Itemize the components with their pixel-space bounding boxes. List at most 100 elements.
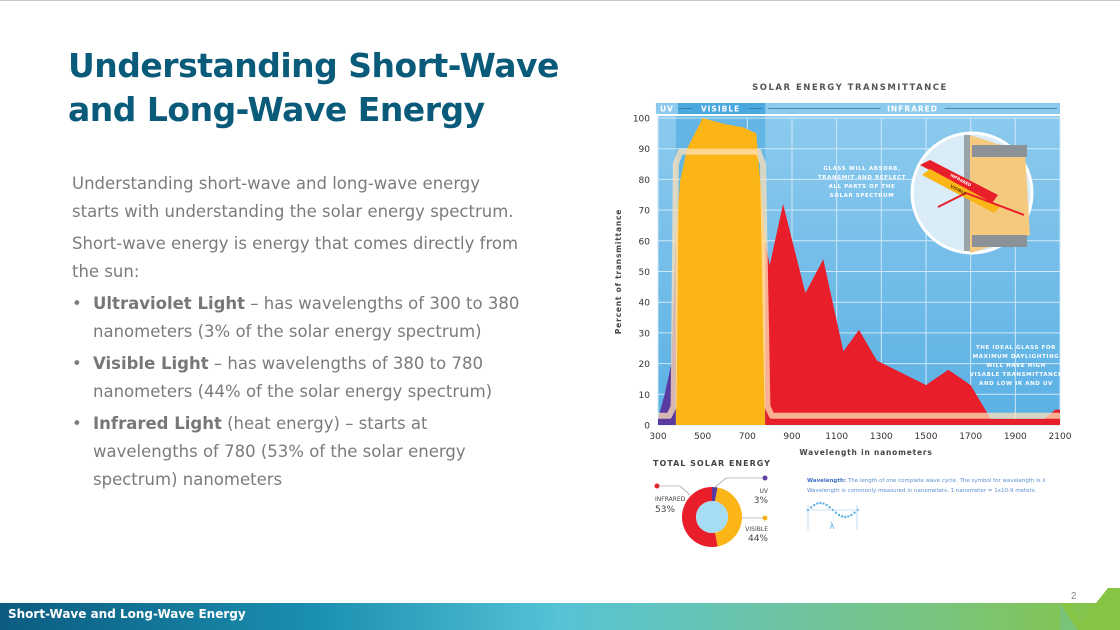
pie-label-visible: VISIBLE — [745, 526, 768, 533]
wave-dot — [847, 515, 850, 518]
paragraph: Understanding short-wave and long-wave e… — [72, 174, 514, 221]
paragraph: Short-wave energy is energy that comes d… — [72, 234, 519, 281]
x-axis-label: Wavelength in nanometers — [799, 448, 932, 457]
x-tick-label: 2100 — [1049, 432, 1072, 442]
bullet-item-visible: • Visible Light – has wavelengths of 380 … — [72, 350, 532, 406]
wave-dot — [837, 513, 841, 517]
chart-title: SOLAR ENERGY TRANSMITTANCE — [752, 83, 948, 93]
wave-dot — [816, 502, 819, 505]
band-label-bg — [655, 103, 678, 114]
pie-leader-uv — [713, 477, 765, 489]
x-tick-label: 900 — [783, 432, 800, 442]
bullet-term: Ultraviolet Light — [93, 294, 246, 313]
top-border — [0, 0, 1120, 1]
x-tick-label: 300 — [649, 432, 666, 442]
annotation-ideal: VISABLE TRANSMITTANCE — [970, 372, 1063, 378]
y-tick-label: 40 — [639, 299, 651, 309]
wave-dot — [844, 515, 847, 519]
x-tick-label: 1900 — [1004, 432, 1027, 442]
band-label-bg — [692, 103, 750, 114]
wavelength-note-line1: Wavelength: The length of one complete w… — [807, 478, 1046, 484]
y-tick-label: 0 — [644, 422, 650, 432]
bullet-icon: • — [72, 354, 82, 373]
transmittance-chart: UV VISIBLE INFRARED 0 10 20 30 40 50 60 70 80 90 100 3… — [614, 103, 1072, 547]
x-tick-label: 1100 — [825, 432, 848, 442]
annotation-ideal: MAXIMUM DAYLIGHTING — [973, 354, 1060, 360]
band-label-visible: VISIBLE — [701, 105, 740, 114]
annotation-glass: ALL PARTS OF THE — [829, 184, 896, 190]
band-label-uv: UV — [660, 105, 674, 114]
wave-dot — [809, 506, 813, 509]
bullet-term: Infrared Light — [93, 414, 222, 433]
bullet-icon: • — [72, 414, 82, 433]
pie-label-infrared: INFRARED — [655, 496, 686, 503]
wave-dot — [819, 501, 822, 505]
band-label-infrared: INFRARED — [887, 105, 938, 114]
inset-room — [970, 135, 1030, 253]
pie-slice-infrared — [682, 487, 718, 547]
wave-dot — [825, 503, 828, 507]
body-text: Understanding short-wave and long-wave e… — [72, 170, 532, 498]
wave-dot — [834, 511, 838, 514]
wave-dot — [828, 506, 831, 509]
checkmark-logo-icon — [1060, 588, 1120, 630]
bullet-term: Visible Light — [93, 354, 209, 373]
slide-title: Understanding Short-Wave and Long-Wave E… — [68, 44, 588, 132]
y-tick-label: 50 — [639, 268, 651, 278]
pie-label-uv: UV — [760, 488, 769, 495]
pie-leader-infrared — [657, 485, 691, 496]
pie-value-infrared: 53% — [655, 505, 675, 515]
slide-number: 2 — [1071, 591, 1077, 602]
wave-dot — [813, 503, 816, 507]
band-label-bg — [880, 103, 945, 114]
pie-value-uv: 3% — [754, 496, 769, 506]
title-line-1: Understanding Short-Wave — [68, 46, 559, 85]
wave-dot — [822, 502, 825, 505]
wave-dot — [840, 515, 844, 518]
inset-infrared-ray — [920, 160, 998, 203]
wave-dot — [853, 511, 856, 514]
ideal-glass-curve — [658, 148, 1060, 419]
bullet-desc: – has wavelengths of 380 to 780 nanomete… — [93, 354, 493, 401]
annotation-glass: GLASS WILL ABSORB, — [823, 166, 900, 172]
bullet-icon: • — [72, 294, 82, 313]
footer-bar — [0, 603, 1120, 630]
y-tick-label: 30 — [639, 329, 651, 339]
title-line-2: and Long-Wave Energy — [68, 90, 485, 129]
y-tick-label: 80 — [639, 176, 651, 186]
annotation-ideal: THE IDEAL GLASS FOR — [976, 345, 1056, 351]
footer-title: Short-Wave and Long-Wave Energy — [8, 607, 246, 621]
inset-transmit-ray — [965, 192, 1025, 216]
x-tick-label: 1700 — [959, 432, 982, 442]
inset-ceiling — [972, 145, 1027, 157]
bullet-desc: – has wavelengths of 300 to 380 nanomete… — [93, 294, 520, 341]
y-tick-label: 20 — [639, 360, 651, 370]
x-tick-label: 700 — [739, 432, 756, 442]
wavelength-note-line2: Wavelength is commonly measured in nanom… — [807, 488, 1037, 494]
inset-visible-ray — [922, 169, 1000, 213]
series-area-visible — [675, 118, 766, 425]
pie-title: TOTAL SOLAR ENERGY — [653, 459, 771, 468]
x-tick-label: 1500 — [915, 432, 938, 442]
y-tick-label: 90 — [639, 145, 651, 155]
wave-dot — [850, 513, 853, 517]
y-tick-label: 100 — [633, 115, 650, 125]
y-tick-label: 60 — [639, 237, 651, 247]
bullet-list: • Ultraviolet Light – has wavelengths of … — [72, 290, 532, 494]
annotation-ideal: WILL HAVE HIGH — [986, 363, 1046, 369]
x-tick-label: 1300 — [870, 432, 893, 442]
bullet-desc: (heat energy) – starts at wavelengths of… — [93, 414, 466, 489]
bullet-item-uv: • Ultraviolet Light – has wavelengths of … — [72, 290, 532, 346]
pie-slice-visible — [714, 487, 742, 547]
pie-value-visible: 44% — [748, 534, 768, 544]
pie-slice-uv — [712, 487, 718, 502]
y-axis-label: Percent of transmittance — [614, 209, 623, 334]
series-area-infrared — [765, 203, 1060, 425]
inset-floor — [972, 235, 1027, 247]
annotation-glass: TRANSMIT AND REFLECT — [818, 175, 906, 181]
y-tick-label: 70 — [639, 207, 651, 217]
annotation-glass: SOLAR SPECTRUM — [830, 193, 895, 199]
annotation-ideal: AND LOW IR AND UV — [979, 381, 1053, 387]
x-tick-label: 500 — [694, 432, 711, 442]
pie-center — [696, 501, 728, 533]
